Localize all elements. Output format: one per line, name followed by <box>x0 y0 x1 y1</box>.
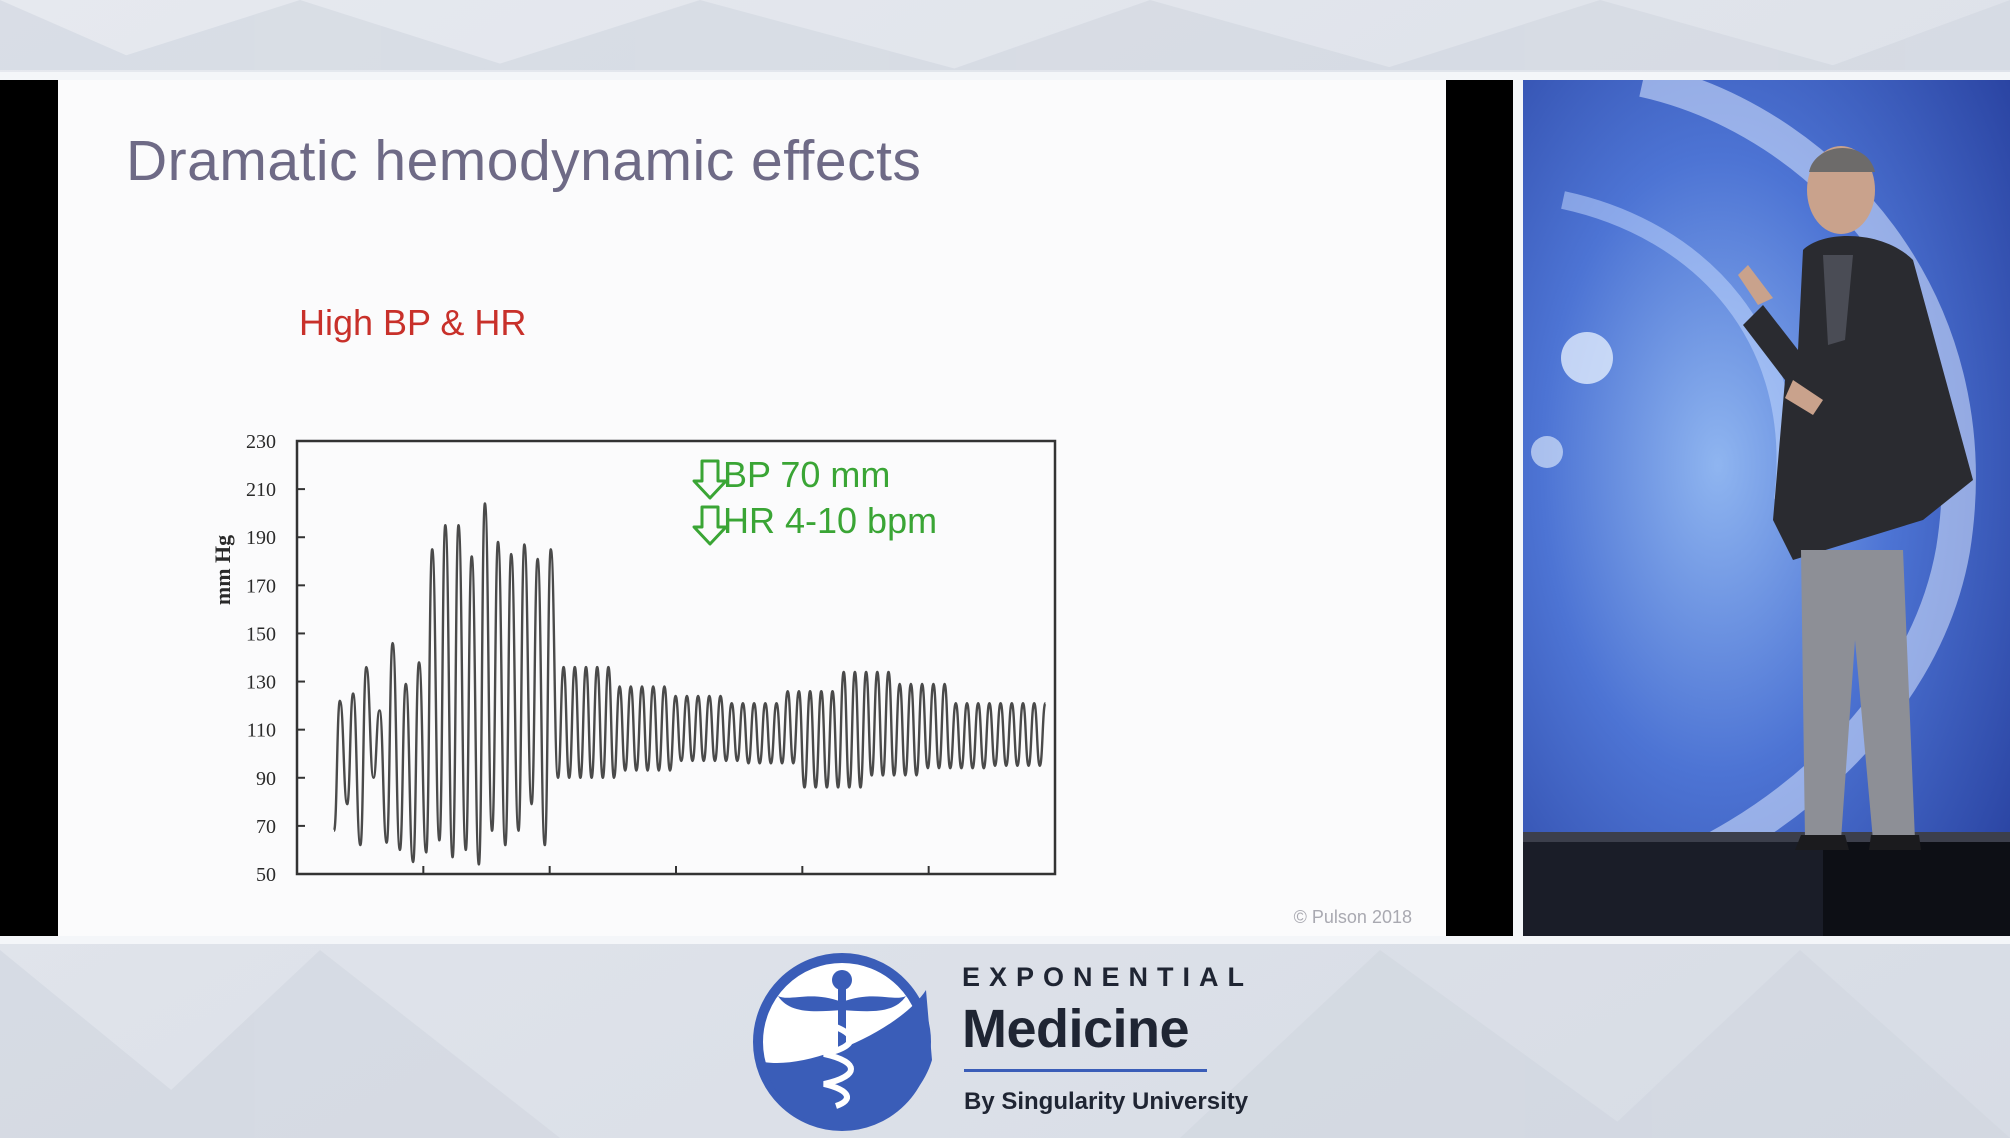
chart-heading: High BP & HR <box>299 302 527 343</box>
logo-wordmark-main: Medicine <box>962 999 1190 1059</box>
slide-title: Dramatic hemodynamic effects <box>126 129 922 193</box>
y-tick-labels: 230 210 190 170 150 130 110 90 70 50 <box>246 431 305 886</box>
x-tick-marks <box>296 866 1056 874</box>
speaker-silhouette <box>1738 146 1973 850</box>
hr-annotation-text: HR 4-10 bpm <box>723 500 937 541</box>
y-tick-label: 110 <box>247 720 276 742</box>
y-tick-label: 50 <box>256 864 276 886</box>
y-tick-label: 190 <box>246 527 276 549</box>
logo-wordmark-top: EXPONENTIAL <box>962 962 1254 992</box>
copyright-notice: © Pulson 2018 <box>1293 907 1412 927</box>
down-arrow-icon <box>692 505 728 546</box>
y-tick-label: 70 <box>256 816 276 838</box>
y-tick-label: 90 <box>256 768 276 790</box>
y-tick-label: 130 <box>246 672 276 694</box>
y-axis-label: mm Hg <box>210 535 235 605</box>
y-tick-label: 170 <box>246 575 276 597</box>
pressure-waveform-line <box>332 502 1047 866</box>
bp-annotation: BP 70 mm <box>692 454 890 500</box>
hr-annotation: HR 4-10 bpm <box>692 500 937 546</box>
speaker-video-image <box>1523 80 2010 936</box>
y-tick-label: 210 <box>246 479 276 501</box>
slide-panel: Dramatic hemodynamic effects High BP & H… <box>0 80 1513 936</box>
bp-waveform-chart: mm Hg 230 210 190 170 150 130 110 90 70 50 BP 70 … <box>210 431 1057 886</box>
caduceus-logo-icon <box>753 953 932 1131</box>
bp-annotation-text: BP 70 mm <box>723 454 890 495</box>
y-tick-label: 230 <box>246 431 276 453</box>
exponential-medicine-logo: EXPONENTIAL Medicine By Singularity Univ… <box>750 950 1290 1135</box>
logo-divider <box>964 1069 1207 1072</box>
slide: Dramatic hemodynamic effects High BP & H… <box>58 80 1446 936</box>
down-arrow-icon <box>692 459 728 500</box>
speaker-video-panel <box>1523 80 2010 936</box>
y-tick-label: 150 <box>246 623 276 645</box>
logo-wordmark-sub: By Singularity University <box>964 1088 1249 1115</box>
